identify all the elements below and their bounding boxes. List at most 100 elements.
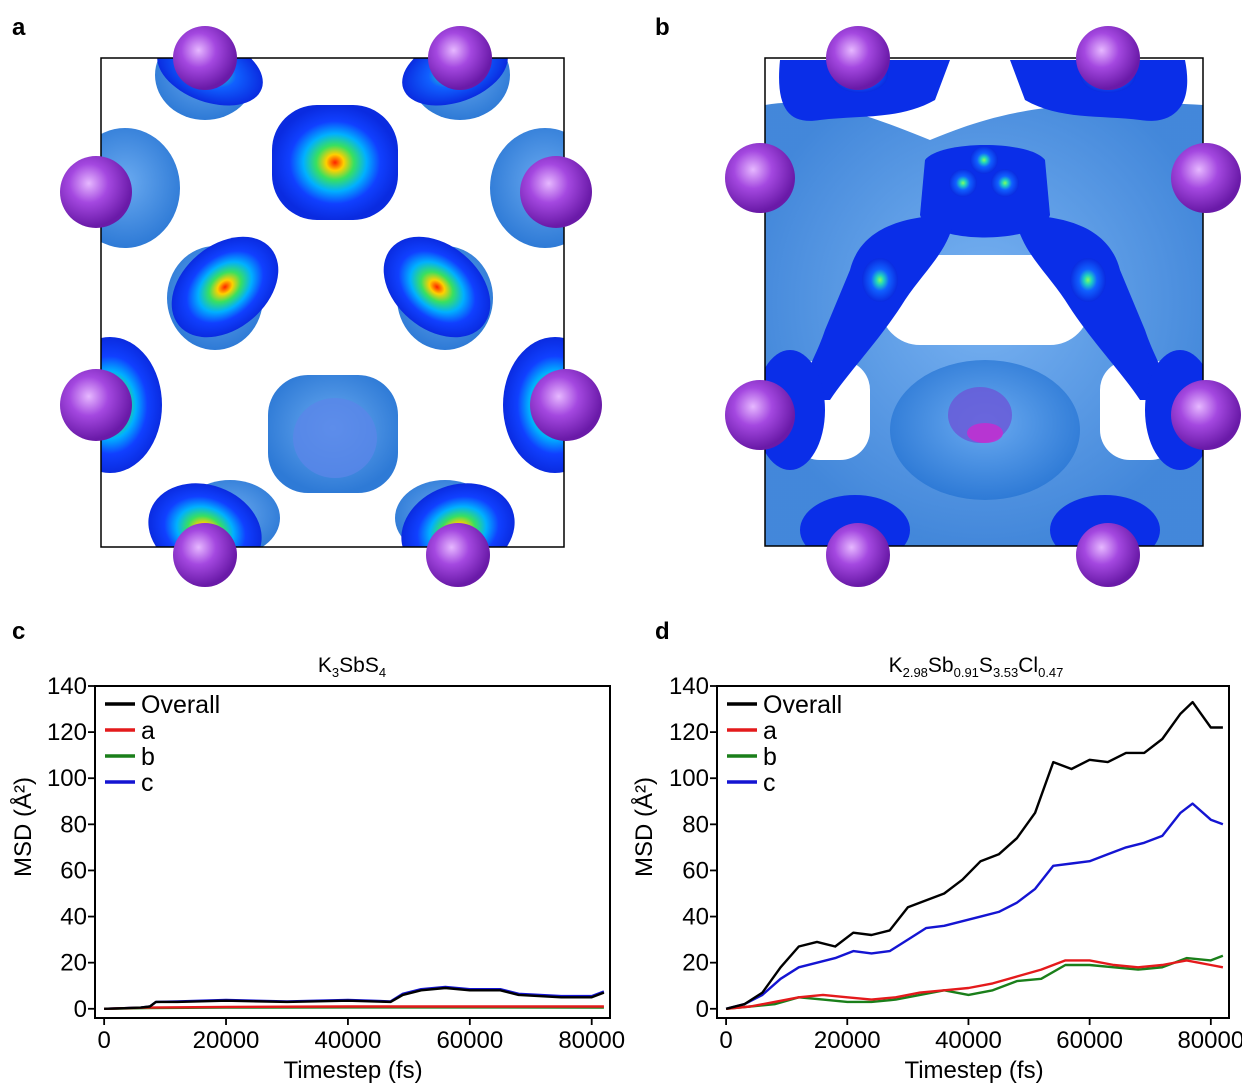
chart-title: K2.98Sb0.91S3.53Cl0.47 xyxy=(889,654,1064,680)
panel-a-isosurface xyxy=(60,26,602,587)
legend-label-a: a xyxy=(141,717,155,745)
title-part: 3 xyxy=(332,665,339,680)
y-tick-label: 60 xyxy=(682,857,709,884)
x-tick-label: 60000 xyxy=(1056,1027,1123,1054)
atom-sphere xyxy=(520,156,592,228)
density-hotspot xyxy=(949,169,977,197)
density-channel xyxy=(920,145,1050,238)
cell-boundary xyxy=(100,57,565,548)
legend-label-b: b xyxy=(763,743,777,771)
y-tick-label: 100 xyxy=(669,765,709,792)
y-tick-label: 0 xyxy=(74,996,87,1023)
series-line-overall xyxy=(104,986,605,1010)
title-part: Cl xyxy=(1018,654,1038,677)
atom-sphere xyxy=(173,523,237,587)
density-hotspot xyxy=(970,146,998,174)
density-channel xyxy=(800,215,955,400)
title-part: K xyxy=(889,654,903,677)
series-line-b xyxy=(725,954,1224,1010)
plot-frame xyxy=(94,685,611,1019)
atom-sphere xyxy=(826,523,890,587)
density-hotspot xyxy=(991,169,1019,197)
x-tick-label: 0 xyxy=(719,1027,732,1054)
title-part: SbS xyxy=(339,654,379,677)
atom-sphere xyxy=(725,380,795,450)
series-line-overall xyxy=(725,700,1223,1010)
series-line-a xyxy=(725,959,1224,1010)
iso-void xyxy=(880,255,1090,345)
title-part: 0.47 xyxy=(1038,665,1063,680)
panel-letter-c: c xyxy=(12,618,26,645)
x-tick-label: 0 xyxy=(97,1027,110,1054)
x-tick-label: 40000 xyxy=(315,1027,382,1054)
atom-sphere xyxy=(1076,26,1140,90)
density-hotspot xyxy=(272,105,398,220)
x-tick-label: 20000 xyxy=(814,1027,881,1054)
msd-chart-c: K3SbS4 MSD (Å²) Timestep (fs) 0204060801… xyxy=(9,654,625,1084)
y-axis-label: MSD (Å²) xyxy=(9,777,37,877)
plot-frame xyxy=(716,685,1230,1019)
legend-label-c: c xyxy=(141,769,154,797)
x-tick-label: 40000 xyxy=(935,1027,1002,1054)
y-tick-label: 120 xyxy=(669,719,709,746)
title-part: 3.53 xyxy=(993,665,1018,680)
atom-sphere xyxy=(173,26,237,90)
atom-sphere xyxy=(426,523,490,587)
title-part: K xyxy=(318,654,332,677)
x-tick-label: 20000 xyxy=(193,1027,260,1054)
legend-label-a: a xyxy=(763,717,777,745)
msd-chart-d: K2.98Sb0.91S3.53Cl0.47 MSD (Å²) Timestep… xyxy=(630,654,1242,1084)
title-part: 4 xyxy=(379,665,386,680)
title-part: 2.98 xyxy=(903,665,928,680)
legend-label-overall: Overall xyxy=(141,691,220,719)
chart-title: K3SbS4 xyxy=(318,654,386,680)
x-tick-label: 80000 xyxy=(1177,1027,1242,1054)
y-tick-label: 100 xyxy=(47,765,87,792)
atom-sphere xyxy=(826,26,890,90)
density-channel xyxy=(1015,215,1170,400)
density-channel xyxy=(800,495,910,546)
x-axis-label: Timestep (fs) xyxy=(904,1057,1043,1084)
y-tick-label: 20 xyxy=(60,950,87,977)
density-hotspot xyxy=(383,236,491,338)
legend-label-b: b xyxy=(141,743,155,771)
iso-core xyxy=(967,423,1003,443)
y-tick-label: 140 xyxy=(47,673,87,700)
y-tick-label: 80 xyxy=(60,811,87,838)
panel-letter-d: d xyxy=(655,618,670,645)
y-tick-label: 0 xyxy=(696,996,709,1023)
y-tick-label: 140 xyxy=(669,673,709,700)
panel-letter-a: a xyxy=(12,14,26,41)
iso-core xyxy=(293,398,377,478)
atom-sphere xyxy=(428,26,492,90)
series-line-c xyxy=(725,802,1224,1010)
density-hotspot xyxy=(862,258,898,302)
atom-sphere xyxy=(1076,523,1140,587)
atom-sphere xyxy=(530,369,602,441)
legend-label-overall: Overall xyxy=(763,691,842,719)
y-tick-label: 120 xyxy=(47,719,87,746)
y-tick-label: 20 xyxy=(682,950,709,977)
y-tick-label: 40 xyxy=(682,904,709,931)
y-tick-label: 60 xyxy=(60,857,87,884)
x-tick-label: 80000 xyxy=(558,1027,625,1054)
density-hotspot xyxy=(171,236,279,338)
legend-label-c: c xyxy=(763,769,776,797)
x-tick-label: 60000 xyxy=(436,1027,503,1054)
density-channel xyxy=(1050,495,1160,546)
panel-letter-b: b xyxy=(655,14,670,41)
y-tick-label: 80 xyxy=(682,811,709,838)
x-axis-label: Timestep (fs) xyxy=(283,1057,422,1084)
panel-b-isosurface xyxy=(725,26,1241,587)
y-tick-label: 40 xyxy=(60,904,87,931)
y-axis-label: MSD (Å²) xyxy=(630,777,658,877)
atom-sphere xyxy=(1171,143,1241,213)
title-part: 0.91 xyxy=(954,665,979,680)
atom-sphere xyxy=(60,156,132,228)
title-part: S xyxy=(979,654,993,677)
density-hotspot xyxy=(1070,258,1106,302)
atom-sphere xyxy=(60,369,132,441)
atom-sphere xyxy=(725,143,795,213)
cell-boundary xyxy=(764,57,1204,547)
